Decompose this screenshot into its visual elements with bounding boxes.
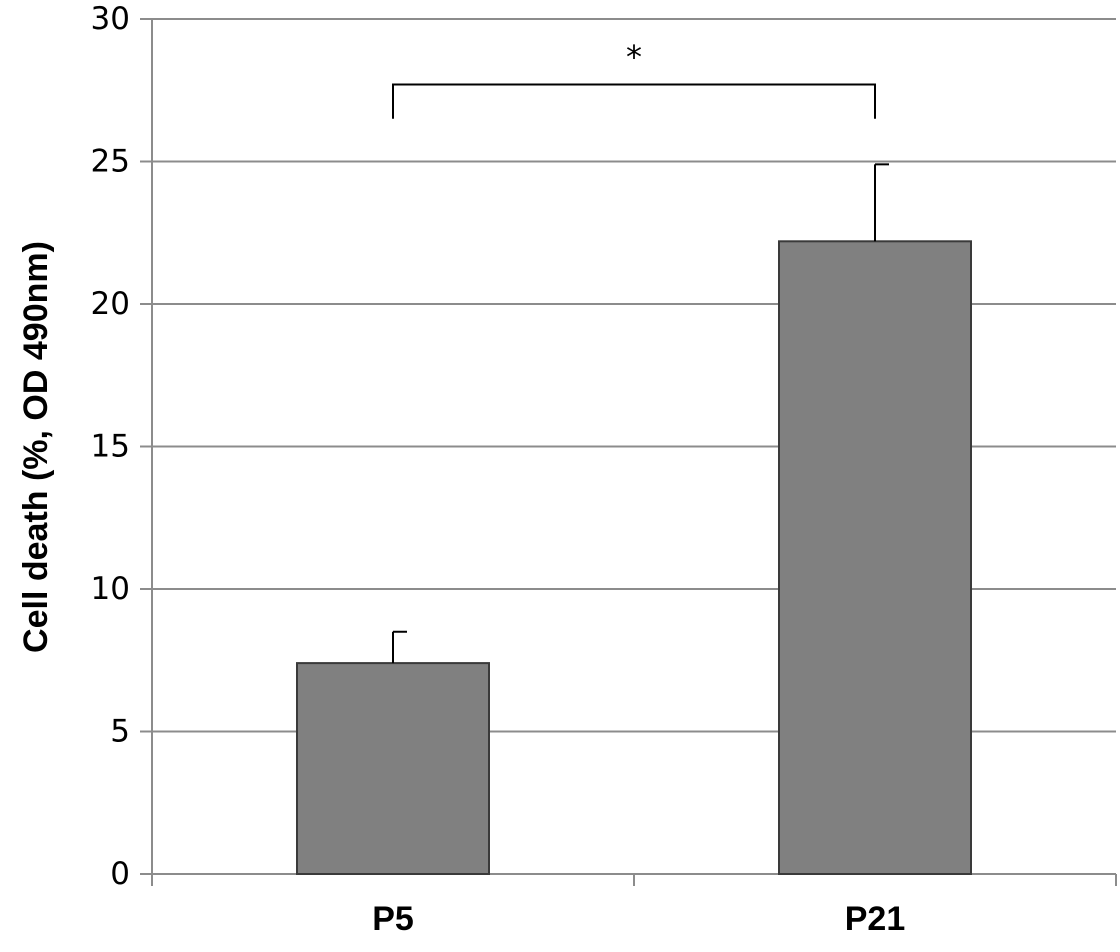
y-tick-label: 30	[91, 1, 130, 37]
bar-p5	[296, 662, 490, 875]
y-tick-label: 15	[91, 429, 130, 465]
y-axis-title: Cell death (%, OD 490nm)	[17, 241, 55, 653]
significance-line	[392, 83, 876, 119]
y-tick-label: 0	[110, 856, 130, 892]
significance-marker: *	[626, 38, 642, 76]
y-tick-label: 20	[91, 286, 130, 322]
x-tick-label: P5	[372, 900, 414, 938]
axes: 0 5 10 15 20 25 30 P5 P21	[91, 1, 1117, 938]
significance-bracket: *	[392, 38, 876, 119]
y-tick-label: 5	[110, 714, 130, 750]
bars	[296, 163, 972, 876]
x-tick-label: P21	[845, 900, 906, 938]
y-tick-label: 25	[91, 144, 130, 180]
bar-p21	[778, 240, 972, 876]
y-tick-label: 10	[91, 571, 130, 607]
